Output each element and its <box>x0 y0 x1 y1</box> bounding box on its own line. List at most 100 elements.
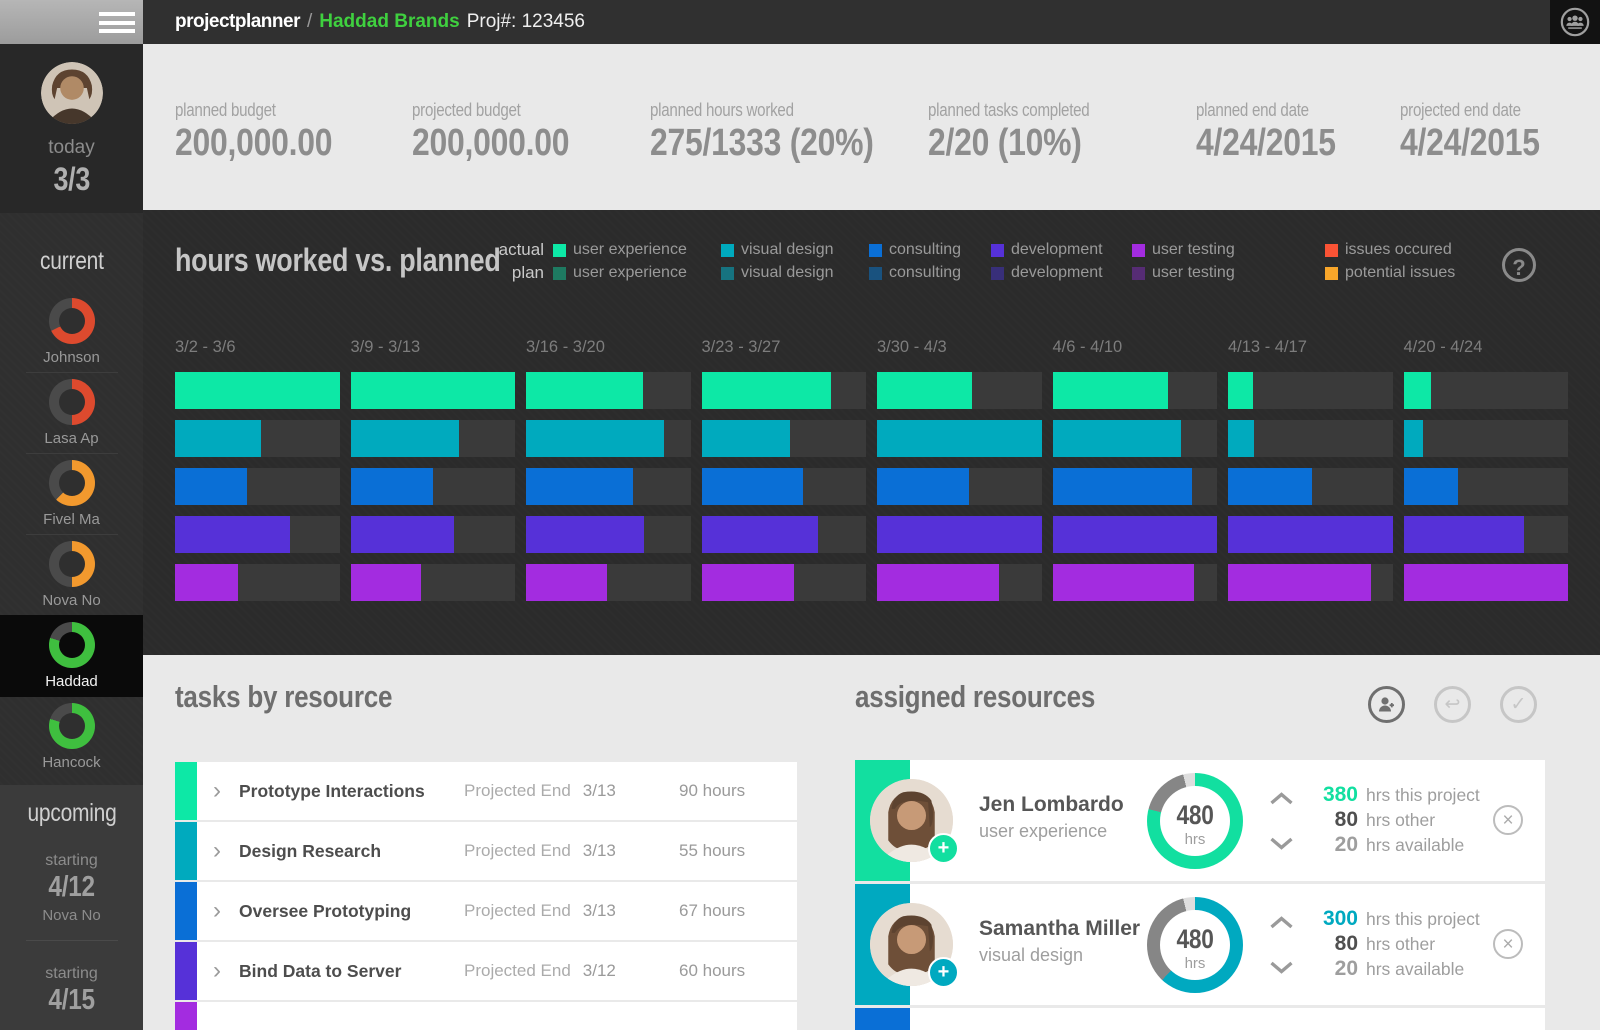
chart-legend: actual user experience visual design consul… <box>495 240 1456 286</box>
sidebar-client-lasa-ap[interactable]: Lasa Ap <box>0 373 143 453</box>
bar-track-user-testing <box>1228 564 1393 601</box>
remove-resource-button[interactable]: × <box>1493 805 1523 835</box>
confirm-button[interactable]: ✓ <box>1500 686 1537 723</box>
donut-hole <box>58 632 85 658</box>
client-name: Johnson <box>43 349 100 366</box>
bar-fill-consulting <box>350 468 433 505</box>
legend-item-development: development <box>991 264 1132 282</box>
chevron-down-icon[interactable] <box>1269 961 1294 974</box>
legend-swatch-icon <box>1132 243 1145 257</box>
client-progress-donut <box>48 622 95 668</box>
chevron-right-icon[interactable]: › <box>213 837 221 864</box>
bar-fill-visual-design <box>526 420 665 457</box>
legend-flag-swatch-icon <box>1325 266 1338 280</box>
bar-track-development <box>1403 516 1568 553</box>
sidebar-client-johnson[interactable]: Johnson <box>0 292 143 372</box>
legend-item-visual-design: visual design <box>721 264 869 282</box>
legend-row-plan: plan user experience visual design consulti… <box>495 263 1455 283</box>
add-resource-button[interactable] <box>1368 686 1405 723</box>
team-button[interactable] <box>1550 0 1600 44</box>
plus-badge[interactable]: + <box>928 957 959 988</box>
stat-value: 4/24/2015 <box>1400 122 1540 164</box>
bar-fill-user-experience <box>526 372 643 409</box>
chart-week-column: 4/13 - 4/17 <box>1228 338 1393 612</box>
sidebar-client-hancock[interactable]: Hancock <box>0 697 143 777</box>
chevron-right-icon[interactable]: › <box>213 777 221 804</box>
legend-swatch-icon <box>721 266 734 280</box>
stat-planned-hours-worked: planned hours worked 275/1333 (20%) <box>650 100 916 165</box>
sidebar-client-fivel-ma[interactable]: Fivel Ma <box>0 454 143 534</box>
plus-badge[interactable]: + <box>928 833 959 864</box>
chevron-up-icon[interactable] <box>1269 792 1294 805</box>
bar-fill-user-experience <box>1052 372 1168 409</box>
hamburger-button[interactable] <box>0 0 143 44</box>
stat-label: projected budget <box>412 100 521 120</box>
today-date: 3/3 <box>53 161 90 197</box>
bar-fill-development <box>1403 516 1524 553</box>
chevron-down-icon[interactable] <box>1269 837 1294 850</box>
breadcrumb-project-name[interactable]: Haddad Brands <box>319 11 460 32</box>
resource-name: Jen Lombardo <box>979 793 1124 816</box>
upcoming-starting-label: starting <box>45 965 98 982</box>
bar-fill-user-experience <box>175 372 340 409</box>
sidebar-client-nova-no[interactable]: Nova No <box>0 535 143 615</box>
resource-card <box>855 1008 1545 1030</box>
chevron-up-icon[interactable] <box>1269 916 1294 929</box>
bar-track-user-testing <box>701 564 866 601</box>
stat-planned-budget: planned budget 200,000.00 <box>175 100 362 165</box>
bar-fill-consulting <box>526 468 633 505</box>
task-name: Bind Data to Server <box>239 960 402 981</box>
client-name: Nova No <box>42 592 101 609</box>
task-name: Design Research <box>239 840 382 861</box>
hours-line: 380 hrs this project <box>1310 783 1480 808</box>
breadcrumb-separator: / <box>306 11 313 32</box>
breadcrumb: projectplanner / Haddad Brands Proj#: 12… <box>175 0 585 44</box>
bar-track-user-experience <box>877 372 1042 409</box>
legend-item-user-testing: user testing <box>1132 264 1325 282</box>
hours-number: 380 <box>1322 783 1358 806</box>
task-row-prototype-interactions[interactable]: › Prototype Interactions Projected End 3/13… <box>175 762 797 820</box>
bar-track-user-experience <box>526 372 691 409</box>
bar-track-development <box>175 516 340 553</box>
legend-item-consulting: consulting <box>869 241 991 259</box>
legend-swatch-icon <box>869 266 882 280</box>
donut-hole: 480 hrs <box>1160 786 1230 856</box>
task-projected-end: Projected End 3/13 <box>464 901 616 920</box>
task-row-design-research[interactable]: › Design Research Projected End 3/13 55 hour… <box>175 822 797 880</box>
app-logo: projectplanner <box>175 11 300 32</box>
task-hours: 55 hours <box>679 841 746 860</box>
week-range-label: 3/30 - 4/3 <box>877 338 947 356</box>
help-icon[interactable]: ? <box>1502 248 1536 282</box>
bar-fill-visual-design <box>1403 420 1424 457</box>
resource-card-jen-lombardo: + Jen Lombardo user experience 480 hrs 380 hrs… <box>855 760 1545 881</box>
task-row-bind-data-to-server[interactable]: › Bind Data to Server Projected End 3/12 60 … <box>175 942 797 1000</box>
bar-fill-user-testing <box>350 564 422 601</box>
donut-hole <box>58 551 85 577</box>
legend-swatch-icon <box>991 243 1004 257</box>
bar-fill-user-experience <box>701 372 832 409</box>
bar-track-visual-design <box>1052 420 1217 457</box>
stat-projected-budget: projected budget 200,000.00 <box>412 100 599 165</box>
legend-swatch-icon <box>1132 266 1145 280</box>
client-list: Johnson Lasa Ap Fivel Ma Nova No Haddad Hanco… <box>0 292 143 777</box>
task-row[interactable] <box>175 1002 797 1030</box>
upcoming-item[interactable]: starting 4/12 Nova No <box>0 852 143 924</box>
bar-fill-user-testing <box>877 564 999 601</box>
hours-line: 20 hrs available <box>1310 957 1480 982</box>
user-avatar[interactable] <box>40 62 103 124</box>
bar-track-visual-design <box>1228 420 1393 457</box>
chart-week-column: 3/16 - 3/20 <box>526 338 691 612</box>
stat-planned-tasks-completed: planned tasks completed 2/20 (10%) <box>928 100 1120 165</box>
chevron-right-icon[interactable]: › <box>213 957 221 984</box>
remove-resource-button[interactable]: × <box>1493 929 1523 959</box>
task-row-oversee-prototyping[interactable]: › Oversee Prototyping Projected End 3/13 67 … <box>175 882 797 940</box>
undo-button[interactable]: ↩ <box>1434 686 1471 723</box>
chevron-right-icon[interactable]: › <box>213 897 221 924</box>
upcoming-item[interactable]: starting 4/15 <box>0 965 143 1017</box>
week-range-label: 4/13 - 4/17 <box>1228 338 1307 356</box>
bar-track-user-experience <box>1228 372 1393 409</box>
resource-category-block <box>855 1008 910 1030</box>
week-range-label: 4/6 - 4/10 <box>1052 338 1123 356</box>
sidebar-client-haddad[interactable]: Haddad <box>0 615 143 697</box>
